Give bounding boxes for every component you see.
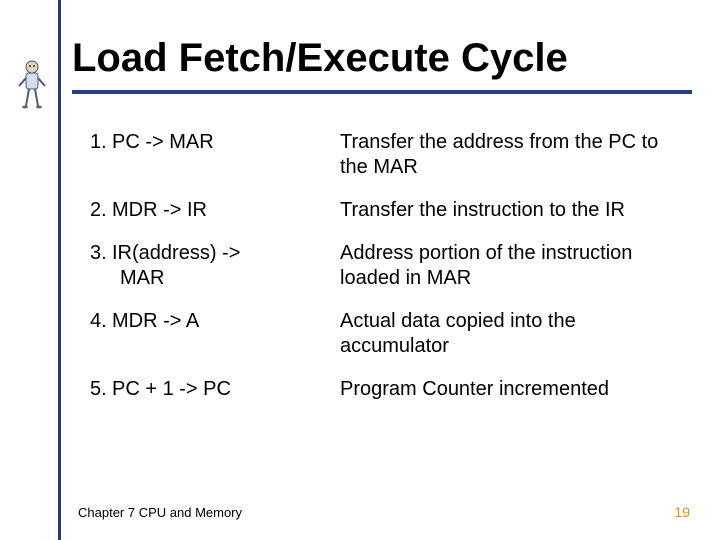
step-description: Transfer the address from the PC to the … bbox=[340, 130, 690, 180]
vertical-rule bbox=[58, 0, 61, 540]
table-row: 3.IR(address) -> MAR Address portion of … bbox=[90, 241, 690, 291]
step-cell: 2.MDR -> IR bbox=[90, 198, 340, 223]
step-op: IR(address) -> bbox=[112, 242, 240, 264]
title-block: Load Fetch/Execute Cycle bbox=[72, 36, 692, 94]
step-cell: 4.MDR -> A bbox=[90, 309, 340, 359]
steps-table: 1.PC -> MAR Transfer the address from th… bbox=[90, 130, 690, 420]
step-cell: 1.PC -> MAR bbox=[90, 130, 340, 180]
page-title: Load Fetch/Execute Cycle bbox=[72, 36, 692, 80]
table-row: 5.PC + 1 -> PC Program Counter increment… bbox=[90, 377, 690, 402]
step-op: MDR -> A bbox=[112, 310, 199, 332]
step-number: 2. bbox=[90, 198, 112, 223]
step-op: PC + 1 -> PC bbox=[112, 378, 231, 400]
step-cell: 5.PC + 1 -> PC bbox=[90, 377, 340, 402]
step-op: MDR -> IR bbox=[112, 199, 207, 221]
step-number: 3. bbox=[90, 241, 112, 266]
table-row: 4.MDR -> A Actual data copied into the a… bbox=[90, 309, 690, 359]
page-number: 19 bbox=[674, 504, 690, 520]
table-row: 1.PC -> MAR Transfer the address from th… bbox=[90, 130, 690, 180]
mascot-icon bbox=[14, 58, 50, 110]
step-number: 1. bbox=[90, 130, 112, 155]
title-underline bbox=[72, 90, 692, 94]
step-op: PC -> MAR bbox=[112, 131, 214, 153]
step-number: 4. bbox=[90, 309, 112, 334]
step-number: 5. bbox=[90, 377, 112, 402]
step-description: Transfer the instruction to the IR bbox=[340, 198, 690, 223]
step-description: Actual data copied into the accumulator bbox=[340, 309, 690, 359]
footer-chapter: Chapter 7 CPU and Memory bbox=[78, 505, 242, 520]
step-description: Address portion of the instruction loade… bbox=[340, 241, 690, 291]
step-description: Program Counter incremented bbox=[340, 377, 690, 402]
table-row: 2.MDR -> IR Transfer the instruction to … bbox=[90, 198, 690, 223]
step-cell: 3.IR(address) -> MAR bbox=[90, 241, 340, 291]
step-op-line2: MAR bbox=[90, 266, 330, 291]
